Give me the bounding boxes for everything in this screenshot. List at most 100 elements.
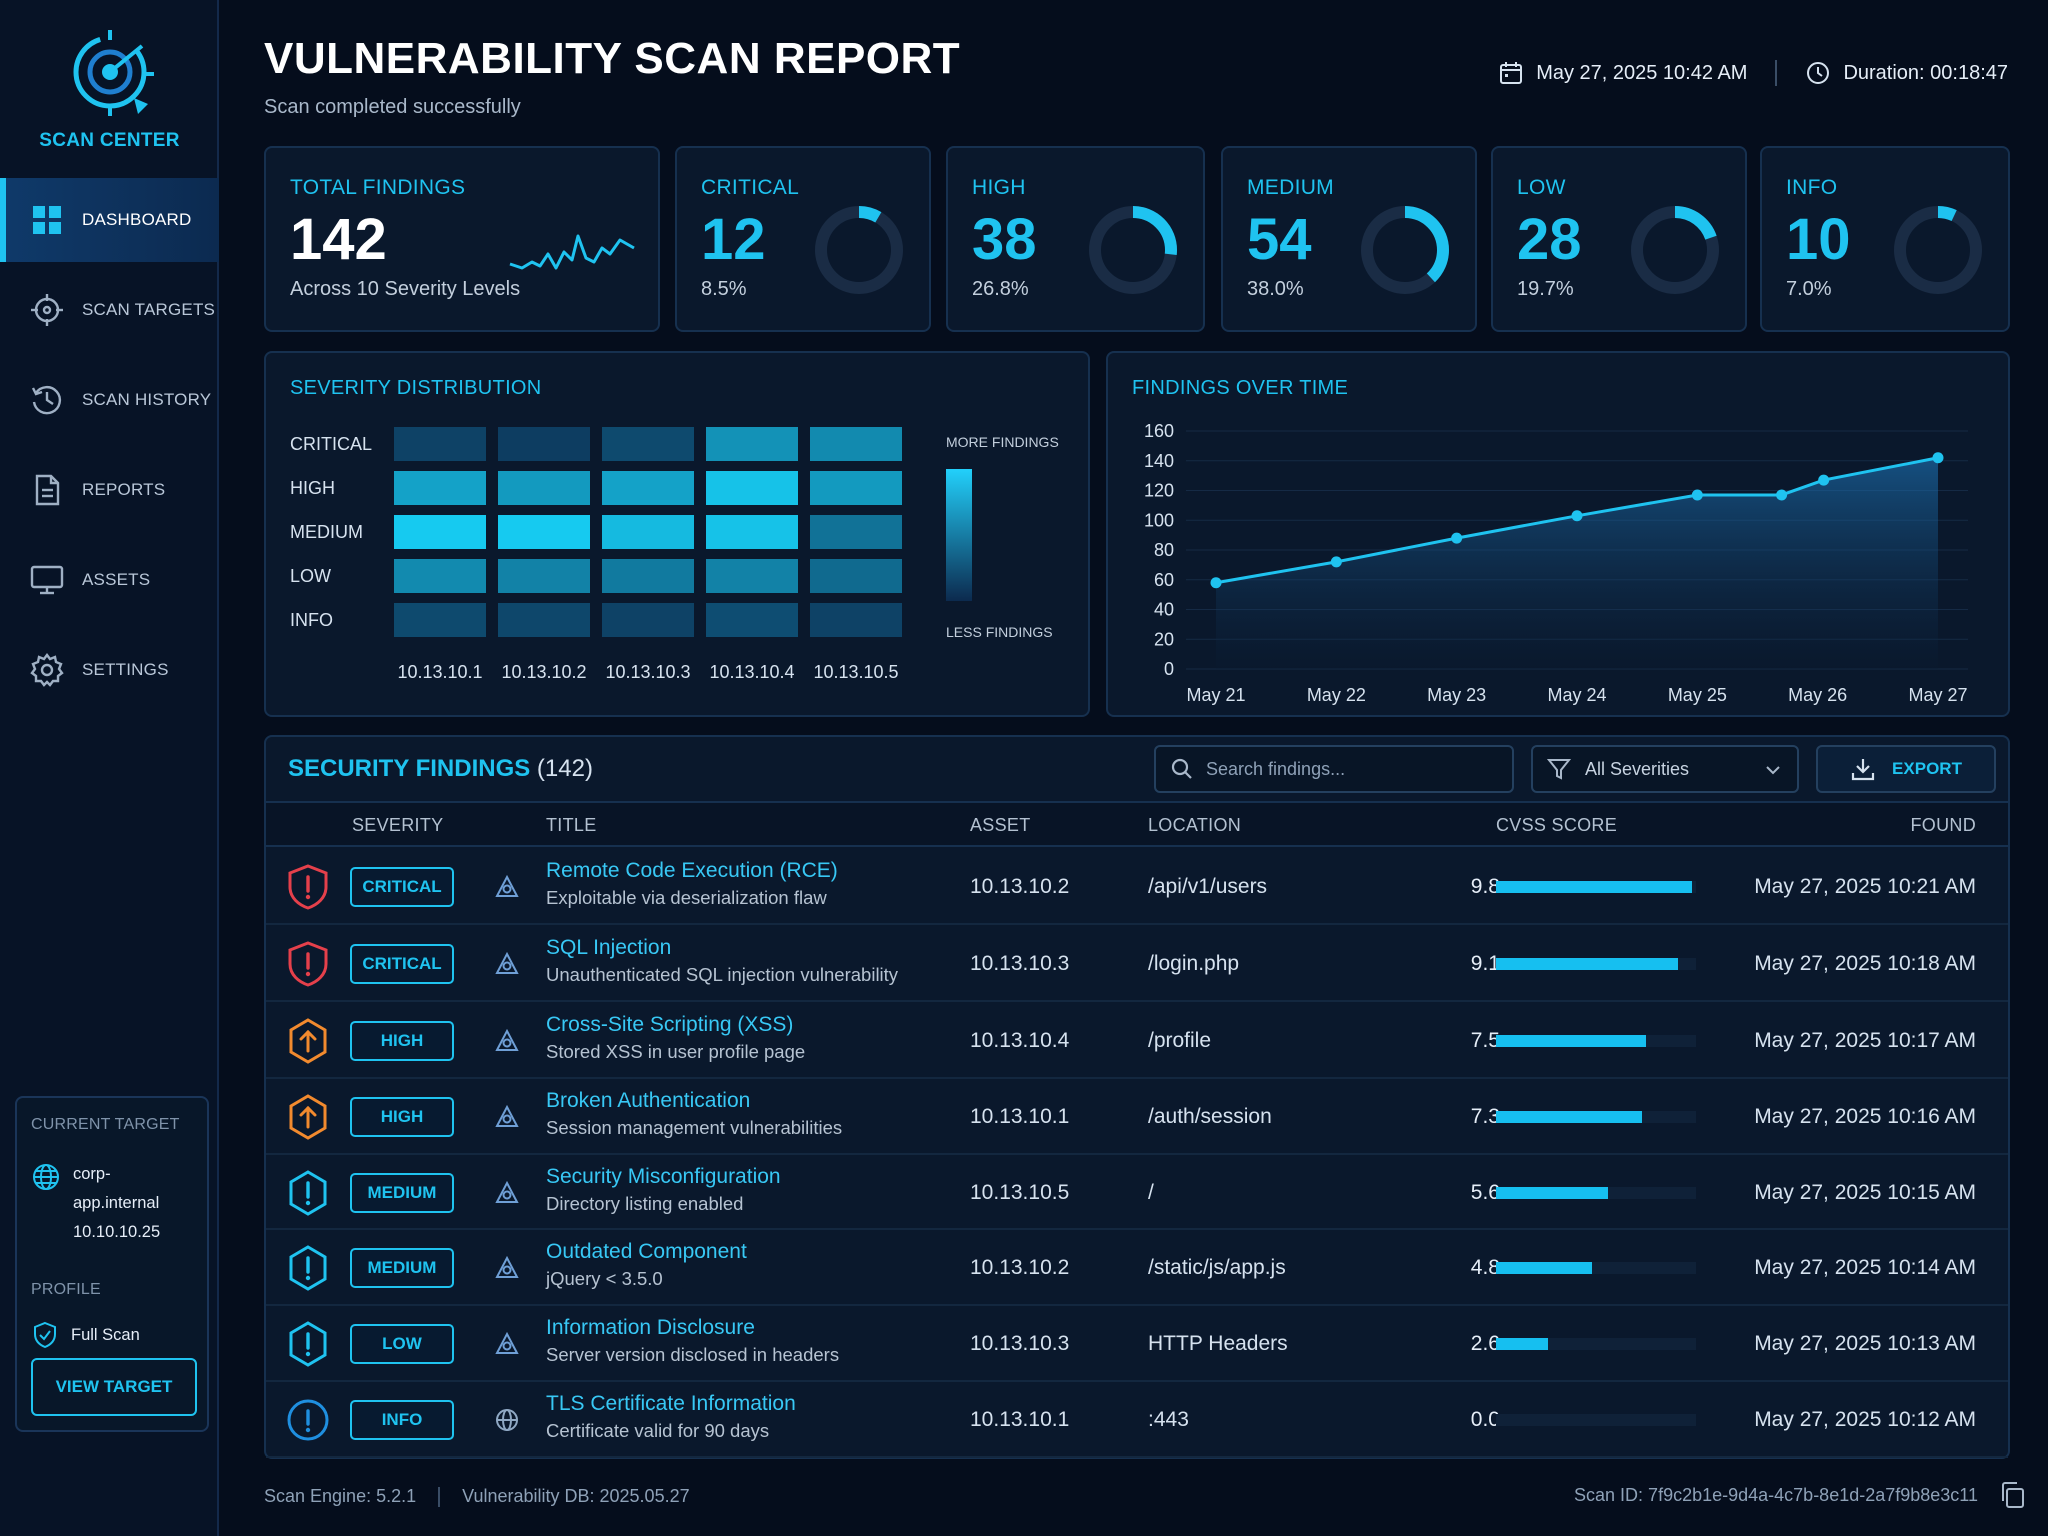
stat-label: INFO [1786,176,1838,199]
heatmap-cell [602,471,694,505]
heatmap-cell [394,471,486,505]
donut-gauge [1361,206,1449,294]
finding-title-link[interactable]: Cross-Site Scripting (XSS) [546,1012,794,1036]
finding-title-link[interactable]: Security Misconfiguration [546,1164,781,1188]
heatmap-cell [394,603,486,637]
heatmap-row-label: MEDIUM [290,522,363,542]
finding-description: Directory listing enabled [546,1192,744,1214]
data-point [1818,474,1830,486]
table-row[interactable]: INFO TLS Certificate Information Certifica… [266,1382,2008,1458]
view-target-button[interactable]: VIEW TARGET [31,1358,197,1416]
finding-location: /login.php [1148,951,1240,975]
cvss-bar-fill [1496,1338,1548,1350]
table-row[interactable]: HIGH Broken Authentication Session managem… [266,1079,2008,1155]
table-row[interactable]: CRITICAL SQL Injection Unauthenticated SQL… [266,925,2008,1002]
column-severity[interactable]: SEVERITY [352,815,444,835]
finding-found-time: May 27, 2025 10:15 AM [1754,1180,1976,1204]
severity-badge: LOW [350,1324,454,1364]
table-row[interactable]: CRITICAL Remote Code Execution (RCE) Explo… [266,849,2008,925]
donut-fill [1631,206,1719,294]
column-location[interactable]: LOCATION [1148,815,1242,835]
finding-found-time: May 27, 2025 10:17 AM [1754,1028,1976,1052]
heatmap-cell [706,515,798,549]
heatmap-legend-high: MORE FINDINGS [946,434,1059,450]
sidebar-item-reports[interactable]: REPORTS [0,448,219,532]
finding-found-time: May 27, 2025 10:21 AM [1754,875,1976,898]
y-tick-label: 100 [1144,510,1174,530]
heatmap-cell [602,603,694,637]
search-icon [1171,758,1192,779]
table-row[interactable]: LOW Information Disclosure Server version … [266,1306,2008,1382]
column-found[interactable]: FOUND [1910,815,1976,835]
finding-description: Exploitable via deserialization flaw [546,887,827,908]
sidebar-item-label: DASHBOARD [82,210,192,229]
finding-found-time: May 27, 2025 10:14 AM [1754,1256,1976,1279]
severity-filter-select[interactable]: All Severities [1531,745,1799,793]
sidebar: SCAN CENTER DASHBOARD SCAN TARGETS SCAN … [0,0,219,1536]
sidebar-item-dashboard[interactable]: DASHBOARD [0,178,219,262]
heatmap-row-label: CRITICAL [290,434,372,454]
cvss-score: 0.0 [1470,1408,1500,1431]
shield-check-icon [34,1321,56,1349]
heatmap-row-label: HIGH [290,478,335,498]
finding-title-link[interactable]: Information Disclosure [546,1316,755,1339]
chart-title: FINDINGS OVER TIME [1132,377,1349,399]
findings-over-time-panel: FINDINGS OVER TIME 0 20 40 60 80 100 120 140 160… [1106,351,2010,717]
finding-title-link[interactable]: Remote Code Execution (RCE) [546,859,838,882]
finding-title-link[interactable]: Broken Authentication [546,1089,751,1112]
sidebar-item-scan-targets[interactable]: SCAN TARGETS [0,268,219,352]
y-tick-label: 140 [1144,451,1174,471]
heatmap-cell [498,515,590,549]
search-input[interactable] [1206,758,1496,780]
table-row[interactable]: HIGH Cross-Site Scripting (XSS) Stored XSS… [266,1002,2008,1079]
export-button[interactable]: EXPORT [1816,745,1996,793]
web-icon [495,1331,519,1354]
scan-id: Scan ID: 7f9c2b1e-9d4a-4c7b-8e1d-2a7f9b8… [1574,1484,1978,1505]
x-tick-label: May 21 [1186,685,1245,705]
monitor-icon [30,565,64,595]
search-findings-box[interactable] [1154,745,1514,793]
target-ip: 10.10.10.25 [73,1223,161,1241]
web-icon [495,1104,519,1127]
alert-hexagon-icon [289,1245,327,1291]
finding-title-link[interactable]: SQL Injection [546,935,672,959]
finding-location: / [1148,1180,1154,1204]
gear-icon [30,653,64,687]
heatmap-column-label: 10.13.10.2 [501,662,586,682]
y-tick-label: 0 [1164,659,1174,679]
heatmap-cell [706,471,798,505]
donut-track [815,206,903,294]
stat-value: 28 [1517,207,1582,272]
finding-location: HTTP Headers [1148,1332,1288,1355]
donut-fill [1089,206,1177,294]
shield-alert-icon [288,940,328,987]
copy-icon[interactable] [1998,1480,2028,1510]
header-meta: May 27, 2025 10:42 AM Duration: 00:18:47 [1498,60,2008,86]
finding-title-link[interactable]: Outdated Component [546,1240,747,1263]
column-cvss[interactable]: CVSS SCORE [1496,815,1618,835]
sidebar-item-assets[interactable]: ASSETS [0,538,219,622]
cvss-score: 9.8 [1470,875,1500,898]
heatmap-cell [498,603,590,637]
alert-hexagon-icon [289,1321,327,1367]
findings-title-text: SECURITY FINDINGS [288,755,531,782]
column-asset[interactable]: ASSET [970,815,1031,835]
sidebar-item-settings[interactable]: SETTINGS [0,628,219,712]
document-icon [35,474,60,506]
arrow-up-circle-icon [289,1017,327,1064]
stat-percent: 26.8% [972,278,1029,300]
web-icon [495,1180,519,1203]
table-row[interactable]: MEDIUM Security Misconfiguration Directory… [266,1155,2008,1230]
footer: Scan Engine: 5.2.1 Vulnerability DB: 202… [264,1486,690,1507]
history-icon [31,386,61,415]
donut-fill [1894,206,1982,294]
x-tick-label: May 24 [1547,685,1606,705]
shield-alert-icon [288,864,328,910]
table-row[interactable]: MEDIUM Outdated Component jQuery < 3.5.0 10… [266,1230,2008,1306]
heatmap-cell [706,559,798,593]
stat-percent: 19.7% [1517,278,1574,300]
y-tick-label: 160 [1144,421,1174,441]
sidebar-item-scan-history[interactable]: SCAN HISTORY [0,358,219,442]
finding-title-link[interactable]: TLS Certificate Information [546,1392,796,1415]
column-title[interactable]: TITLE [546,815,597,835]
